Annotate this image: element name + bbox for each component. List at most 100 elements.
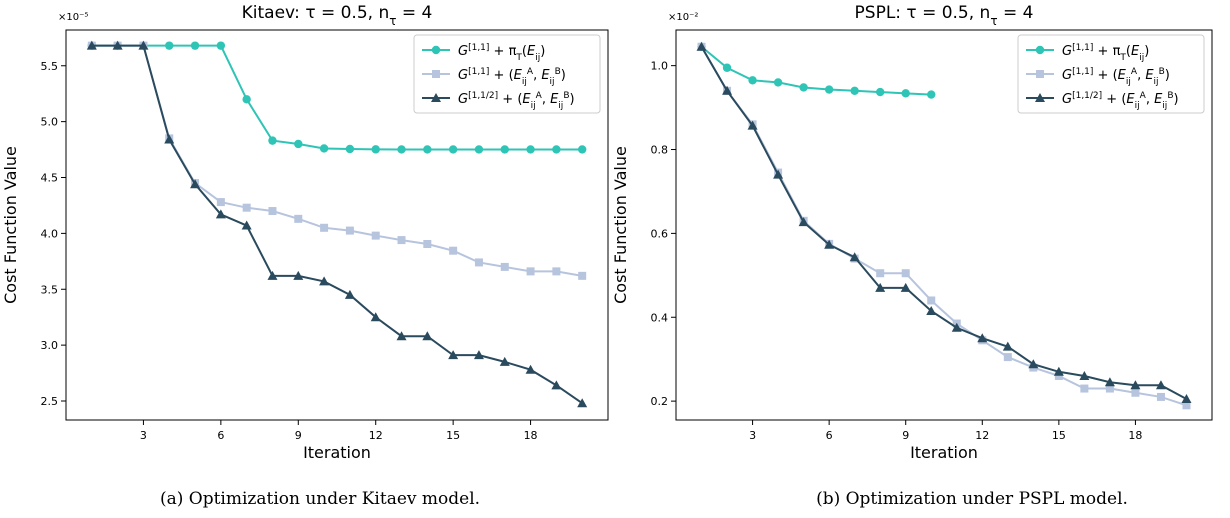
data-point — [901, 269, 910, 278]
caption: (a) Optimization under Kitaev model. — [160, 489, 480, 509]
y-tick-label: 5.0 — [41, 116, 59, 129]
x-tick-label: 15 — [1052, 429, 1066, 442]
y-tick-label: 0.2 — [651, 395, 669, 408]
y-tick-label: 4.0 — [41, 227, 59, 240]
data-point — [1155, 380, 1166, 390]
data-point — [319, 144, 329, 153]
legend-label: G[1,1/2] + (EijA, EijB) — [1062, 91, 1179, 111]
data-point — [344, 289, 355, 299]
y-axis-label: Cost Function Value — [1, 146, 20, 304]
data-point — [294, 139, 303, 149]
data-point — [1131, 388, 1140, 397]
data-point — [422, 331, 433, 341]
data-point — [1079, 370, 1090, 380]
legend-label: G[1,1/2] + (EijA, EijB) — [458, 91, 575, 111]
x-tick-label: 9 — [902, 429, 909, 442]
data-point — [345, 226, 354, 235]
data-point — [578, 271, 587, 280]
data-point — [927, 296, 936, 305]
data-point — [431, 45, 441, 55]
data-point — [748, 76, 757, 85]
plot-frame — [65, 29, 609, 421]
data-point — [448, 145, 458, 154]
data-point — [423, 239, 432, 248]
data-point — [500, 145, 509, 154]
series-3 — [86, 40, 588, 408]
series-3 — [696, 41, 1192, 404]
data-point — [242, 203, 251, 212]
legend-label: G[1,1] + (EijA, EijB) — [1062, 67, 1170, 87]
data-point — [551, 380, 562, 390]
legend-frame — [1017, 34, 1205, 114]
data-point — [268, 136, 277, 145]
y-tick-label: 1.0 — [651, 60, 669, 73]
y-tick-label: 4.5 — [41, 172, 59, 185]
data-point — [371, 231, 380, 240]
data-point — [165, 41, 174, 50]
data-point — [397, 145, 406, 154]
data-point — [500, 262, 509, 271]
data-point — [397, 236, 406, 245]
data-point — [526, 267, 535, 276]
data-point — [294, 214, 303, 223]
data-point — [1036, 70, 1044, 78]
data-point — [875, 87, 885, 97]
data-point — [473, 350, 484, 360]
data-point — [900, 282, 911, 292]
data-point — [1130, 380, 1141, 390]
data-point — [216, 41, 226, 50]
data-point — [320, 223, 329, 232]
data-point — [799, 83, 808, 92]
data-point — [431, 93, 441, 102]
data-point — [293, 270, 304, 280]
chart-title: Kitaev: τ = 0.5, nτ = 4 — [242, 3, 433, 28]
data-point — [1028, 359, 1039, 369]
chart-title: PSPL: τ = 0.5, nτ = 4 — [855, 3, 1034, 28]
data-point — [1181, 394, 1192, 404]
data-point — [1054, 371, 1063, 380]
caption: (b) Optimization under PSPL model. — [816, 489, 1128, 509]
data-point — [525, 364, 536, 374]
data-point — [448, 350, 459, 360]
data-point — [798, 217, 809, 227]
data-point — [216, 198, 225, 207]
x-tick-label: 6 — [826, 429, 833, 442]
data-point — [242, 95, 251, 104]
x-tick-label: 18 — [524, 429, 538, 442]
y-tick-label: 5.5 — [41, 60, 59, 73]
chart-kitaev: 3 6 9 12 15 18 2.5 3.0 3.5 4.0 4.5 5.0 5.5 ×10⁻⁵ Kitae… — [1, 3, 609, 462]
x-axis-label: Iteration — [910, 443, 978, 462]
data-point — [722, 85, 733, 95]
data-point — [696, 41, 707, 51]
data-point — [1080, 384, 1089, 393]
data-point — [86, 40, 97, 50]
data-point — [164, 134, 175, 144]
data-point — [824, 239, 835, 249]
data-point — [474, 145, 484, 154]
data-point — [267, 270, 278, 280]
data-point — [396, 331, 407, 341]
series-1 — [697, 42, 936, 99]
y-tick-label: 3.5 — [41, 283, 59, 296]
data-point — [432, 70, 440, 78]
data-point — [552, 145, 561, 154]
data-point — [1035, 93, 1045, 102]
x-tick-label: 12 — [369, 429, 383, 442]
legend: G[1,1] + πT(Eij) G[1,1] + (EijA, EijB) G[1… — [413, 34, 601, 114]
legend-label: G[1,1] + πT(Eij) — [458, 43, 545, 63]
data-point — [773, 169, 784, 179]
legend-frame — [413, 34, 601, 114]
data-point — [319, 276, 330, 286]
data-point — [1003, 353, 1012, 362]
data-point — [1105, 384, 1114, 393]
data-point — [927, 90, 936, 99]
data-point — [977, 333, 988, 343]
data-point — [215, 209, 226, 219]
data-point — [526, 145, 535, 154]
series-line — [700, 46, 932, 96]
y-tick-label: 3.0 — [41, 339, 59, 352]
legend-label: G[1,1] + πT(Eij) — [1062, 43, 1149, 63]
y-axis-label: Cost Function Value — [611, 146, 630, 304]
data-point — [849, 252, 860, 262]
